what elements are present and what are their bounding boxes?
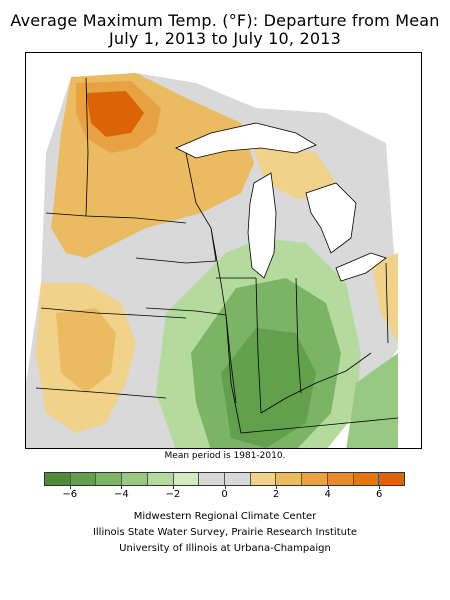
warm-region-nebraska-core <box>56 308 116 393</box>
lake-michigan <box>247 172 277 279</box>
legend-swatch <box>173 473 200 485</box>
legend-swatch <box>379 473 405 485</box>
legend-swatch <box>199 473 226 485</box>
legend-tick-label: 0 <box>221 489 228 500</box>
legend-swatch <box>250 473 277 485</box>
boundary-il-in <box>255 277 262 414</box>
legend-tick-label: −6 <box>62 489 78 500</box>
boundary-mo-ky <box>225 314 242 434</box>
credit-line-3: University of Illinois at Urbana-Champai… <box>119 543 331 554</box>
boundary-ohio-river <box>260 352 372 414</box>
warm-region-peak <box>86 91 144 137</box>
boundary-mn-ia <box>135 257 217 264</box>
legend-swatch <box>327 473 354 485</box>
map-title-line1: Average Maximum Temp. (°F): Departure fr… <box>10 11 440 30</box>
cool-region-east <box>346 353 398 448</box>
legend-tick-mark <box>69 486 71 489</box>
legend-tick-mark <box>121 486 123 489</box>
map-frame <box>25 52 422 449</box>
legend-swatch <box>225 473 251 485</box>
legend-swatch <box>147 473 174 485</box>
credit-line-2: Illinois State Water Survey, Prairie Res… <box>92 527 358 538</box>
legend-swatch <box>96 473 123 485</box>
legend-swatch <box>353 473 380 485</box>
legend-swatch <box>70 473 97 485</box>
boundary-nd-sd <box>45 212 187 224</box>
boundary-in-oh <box>295 277 302 394</box>
legend-swatch <box>122 473 148 485</box>
legend-tick-label: 4 <box>324 489 331 500</box>
boundary-mississippi <box>210 227 237 404</box>
boundary-oh-pa <box>385 262 389 344</box>
lake-huron <box>305 182 357 254</box>
boundary-ne-ks <box>35 387 167 399</box>
legend-tick-mark <box>224 486 226 489</box>
lake-erie <box>335 252 387 282</box>
state-boundaries <box>35 77 399 434</box>
cool-region-strong <box>221 328 316 448</box>
departure-map <box>26 53 421 448</box>
credit-line-1: Midwestern Regional Climate Center <box>133 511 317 522</box>
boundary-sd-ne <box>40 307 187 319</box>
legend-tick-label: 6 <box>376 489 383 500</box>
boundary-ky-tn <box>240 417 399 434</box>
color-legend-bar <box>44 472 405 486</box>
legend-tick-mark <box>379 486 381 489</box>
legend-tick-label: −4 <box>113 489 129 500</box>
warm-region-michigan-up <box>251 143 336 203</box>
legend-tick-mark <box>172 486 174 489</box>
canada-north-water <box>286 53 421 143</box>
legend-swatch <box>302 473 328 485</box>
legend-tick-mark <box>276 486 278 489</box>
lake-superior <box>175 122 317 159</box>
legend-swatch <box>45 473 71 485</box>
legend-tick-label: −2 <box>165 489 181 500</box>
mean-period-note: Mean period is 1981-2010. <box>164 451 286 461</box>
map-title-line2: July 1, 2013 to July 10, 2013 <box>108 29 342 48</box>
boundary-mn-west <box>85 77 89 217</box>
legend-swatch <box>276 473 303 485</box>
boundary-ia-mo <box>145 307 227 316</box>
legend-tick-mark <box>327 486 329 489</box>
boundary-mn-wi <box>185 152 217 262</box>
color-legend-ticks: −6 −4 −2 0 2 4 6 <box>44 486 405 502</box>
warm-region-ohio-east <box>371 253 398 343</box>
legend-tick-label: 2 <box>272 489 280 500</box>
